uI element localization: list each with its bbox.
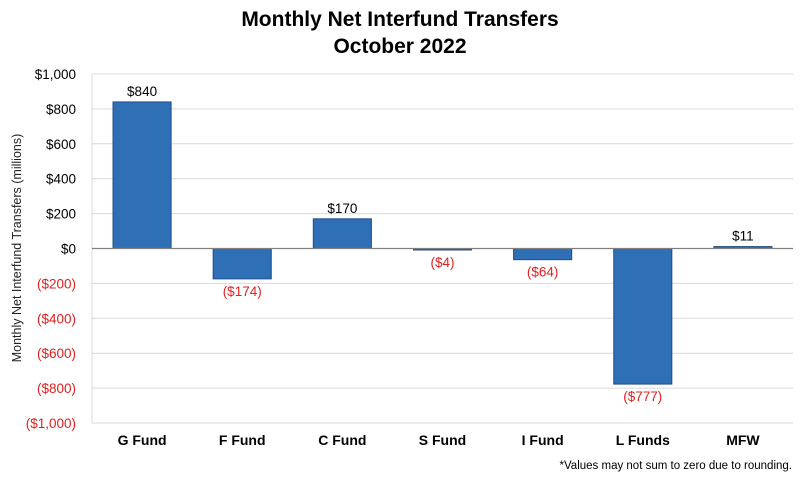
y-tick-label: ($400) [37, 311, 76, 326]
y-tick-label: $600 [46, 137, 76, 152]
x-tick-label: S Fund [419, 432, 466, 448]
y-tick-label: ($200) [37, 276, 76, 291]
data-label: ($777) [623, 389, 662, 404]
data-label: ($4) [430, 255, 454, 270]
bar-g-fund [112, 101, 172, 249]
y-tick-label: $1,000 [35, 67, 76, 82]
bar-i-fund [513, 248, 573, 261]
data-label: $840 [127, 84, 157, 99]
y-tick-label: $200 [46, 207, 76, 222]
data-label: $170 [327, 201, 357, 216]
x-tick-label: C Fund [318, 432, 366, 448]
bar-f-fund [212, 248, 272, 280]
bar-c-fund [312, 218, 372, 250]
y-tick-label: ($600) [37, 346, 76, 361]
data-label: ($64) [527, 265, 559, 280]
chart-title: Monthly Net Interfund Transfers [241, 8, 559, 31]
x-tick-label: F Fund [219, 432, 266, 448]
y-tick-label: $400 [46, 172, 76, 187]
y-tick-label: ($1,000) [26, 416, 76, 431]
y-tick-label: $800 [46, 102, 76, 117]
x-tick-label: MFW [726, 432, 760, 448]
x-tick-label: G Fund [118, 432, 167, 448]
data-label: ($174) [223, 284, 262, 299]
footnote: *Values may not sum to zero due to round… [559, 460, 792, 472]
x-tick-label: L Funds [616, 432, 670, 448]
y-tick-label: ($800) [37, 381, 76, 396]
chart-subtitle: October 2022 [333, 35, 467, 58]
x-tick-label: I Fund [522, 432, 564, 448]
bar-l-funds [613, 248, 673, 385]
data-label: $11 [732, 229, 754, 244]
y-tick-label: $0 [61, 242, 76, 257]
